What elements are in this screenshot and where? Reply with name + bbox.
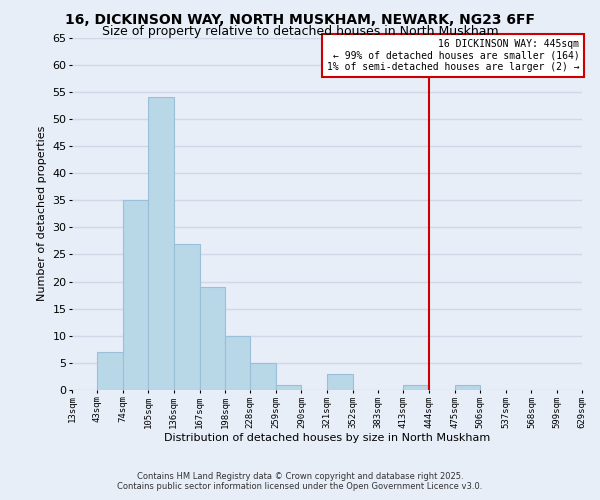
Y-axis label: Number of detached properties: Number of detached properties: [37, 126, 47, 302]
Text: 16 DICKINSON WAY: 445sqm
← 99% of detached houses are smaller (164)
1% of semi-d: 16 DICKINSON WAY: 445sqm ← 99% of detach…: [327, 40, 580, 72]
Text: Contains HM Land Registry data © Crown copyright and database right 2025.
Contai: Contains HM Land Registry data © Crown c…: [118, 472, 482, 491]
Bar: [97, 352, 122, 390]
Bar: [225, 336, 250, 390]
Text: Size of property relative to detached houses in North Muskham: Size of property relative to detached ho…: [101, 25, 499, 38]
Bar: [327, 374, 353, 390]
Bar: [199, 287, 225, 390]
Text: 16, DICKINSON WAY, NORTH MUSKHAM, NEWARK, NG23 6FF: 16, DICKINSON WAY, NORTH MUSKHAM, NEWARK…: [65, 12, 535, 26]
Bar: [403, 384, 429, 390]
Bar: [275, 384, 301, 390]
Bar: [122, 200, 148, 390]
Bar: [455, 384, 480, 390]
X-axis label: Distribution of detached houses by size in North Muskham: Distribution of detached houses by size …: [164, 434, 490, 444]
Bar: [174, 244, 199, 390]
Bar: [148, 97, 174, 390]
Bar: [250, 363, 275, 390]
